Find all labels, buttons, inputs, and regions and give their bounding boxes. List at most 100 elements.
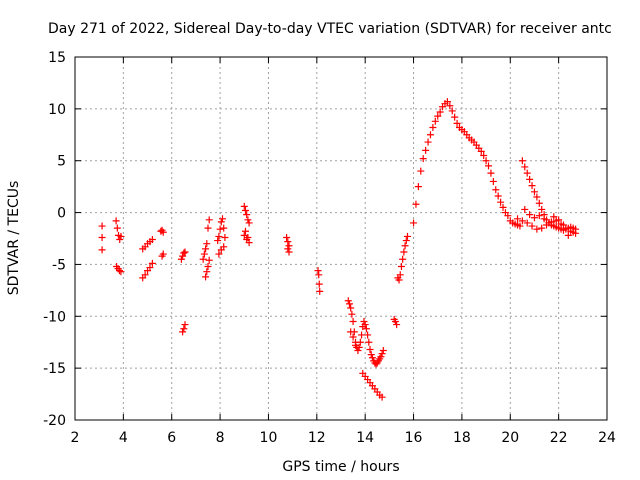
data-point-marker xyxy=(347,304,355,312)
data-point-marker xyxy=(148,236,156,244)
data-point-marker xyxy=(378,393,386,401)
data-point-marker xyxy=(356,338,364,346)
data-point-marker xyxy=(497,198,505,206)
data-point-marker xyxy=(203,240,211,248)
series-7 xyxy=(214,215,229,258)
gridlines xyxy=(75,57,607,420)
data-point-marker xyxy=(283,233,291,241)
data-point-marker xyxy=(410,219,418,227)
data-point-marker xyxy=(202,245,210,253)
data-point-marker xyxy=(180,249,188,257)
data-point-marker xyxy=(367,351,375,359)
data-point-marker xyxy=(349,333,357,341)
data-point-marker xyxy=(365,338,373,346)
y-tick-label: -15 xyxy=(43,361,66,377)
data-point-marker xyxy=(564,231,572,239)
data-point-marker xyxy=(148,259,156,267)
data-point-marker xyxy=(555,216,563,224)
data-point-marker xyxy=(314,267,322,275)
data-point-marker xyxy=(200,250,208,258)
x-tick-label: 6 xyxy=(167,430,176,446)
data-point-marker xyxy=(530,214,538,222)
data-point-marker xyxy=(518,217,526,225)
data-point-marker xyxy=(116,236,124,244)
data-point-marker xyxy=(354,347,362,355)
series-6 xyxy=(199,216,213,281)
data-point-marker xyxy=(526,211,534,219)
data-point-marker xyxy=(477,147,485,155)
data-point-marker xyxy=(480,152,488,160)
data-point-marker xyxy=(202,273,210,281)
x-tick-label: 24 xyxy=(598,430,616,446)
data-point-marker xyxy=(112,217,120,225)
data-point-marker xyxy=(518,157,526,165)
data-point-marker xyxy=(414,183,422,191)
data-point-marker xyxy=(199,255,207,263)
x-tick-label: 12 xyxy=(308,430,326,446)
data-point-marker xyxy=(526,175,534,183)
data-point-marker xyxy=(453,119,461,127)
y-tick-label: 5 xyxy=(57,154,66,170)
data-point-marker xyxy=(366,345,374,353)
series-13 xyxy=(410,98,580,234)
data-point-marker xyxy=(545,219,553,227)
x-axis-label: GPS time / hours xyxy=(282,459,399,475)
data-point-marker xyxy=(429,124,437,132)
data-point-marker xyxy=(422,146,430,154)
data-point-marker xyxy=(514,215,522,223)
y-tick-label: 0 xyxy=(57,206,66,222)
data-point-marker xyxy=(401,242,409,250)
data-point-marker xyxy=(205,216,213,224)
data-point-marker xyxy=(523,169,531,177)
data-point-marker xyxy=(368,354,376,362)
data-point-marker xyxy=(538,205,546,213)
data-point-marker xyxy=(244,216,252,224)
data-point-marker xyxy=(395,276,403,284)
x-tick-label: 20 xyxy=(501,430,519,446)
data-point-marker xyxy=(243,211,251,219)
series-5 xyxy=(177,248,189,336)
data-point-marker xyxy=(215,232,223,240)
data-point-marker xyxy=(216,225,224,233)
series-12 xyxy=(390,232,411,329)
data-point-marker xyxy=(204,263,212,271)
data-point-marker xyxy=(521,163,529,171)
x-tick-label: 2 xyxy=(71,430,80,446)
data-point-marker xyxy=(516,222,524,230)
data-point-marker xyxy=(284,238,292,246)
data-point-marker xyxy=(220,224,228,232)
data-point-marker xyxy=(352,341,360,349)
x-tick-label: 22 xyxy=(550,430,568,446)
data-point-marker xyxy=(494,192,502,200)
x-tick-label: 16 xyxy=(405,430,423,446)
data-point-marker xyxy=(528,222,536,230)
series-10 xyxy=(314,267,324,295)
data-point-marker xyxy=(485,162,493,170)
data-point-marker xyxy=(98,246,106,254)
data-point-marker xyxy=(362,325,370,333)
data-point-marker xyxy=(179,252,187,260)
data-point-marker xyxy=(446,102,454,110)
data-point-marker xyxy=(241,227,249,235)
data-point-marker xyxy=(219,215,227,223)
data-point-marker xyxy=(528,182,536,190)
plot-frame xyxy=(74,56,608,421)
data-point-marker xyxy=(400,248,408,256)
data-point-marker xyxy=(181,321,189,329)
data-point-marker xyxy=(177,255,185,263)
x-tick-label: 14 xyxy=(356,430,374,446)
y-tick-label: 15 xyxy=(48,50,66,66)
data-point-marker xyxy=(347,328,355,336)
data-point-marker xyxy=(426,131,434,139)
data-point-marker xyxy=(159,228,167,236)
series-8 xyxy=(240,202,253,247)
data-point-marker xyxy=(179,328,187,336)
data-point-marker xyxy=(203,268,211,276)
data-point-marker xyxy=(530,188,538,196)
data-point-marker xyxy=(315,280,323,288)
data-point-marker xyxy=(448,107,456,115)
data-point-marker xyxy=(221,233,229,241)
data-point-marker xyxy=(217,218,225,226)
data-point-marker xyxy=(181,248,189,256)
